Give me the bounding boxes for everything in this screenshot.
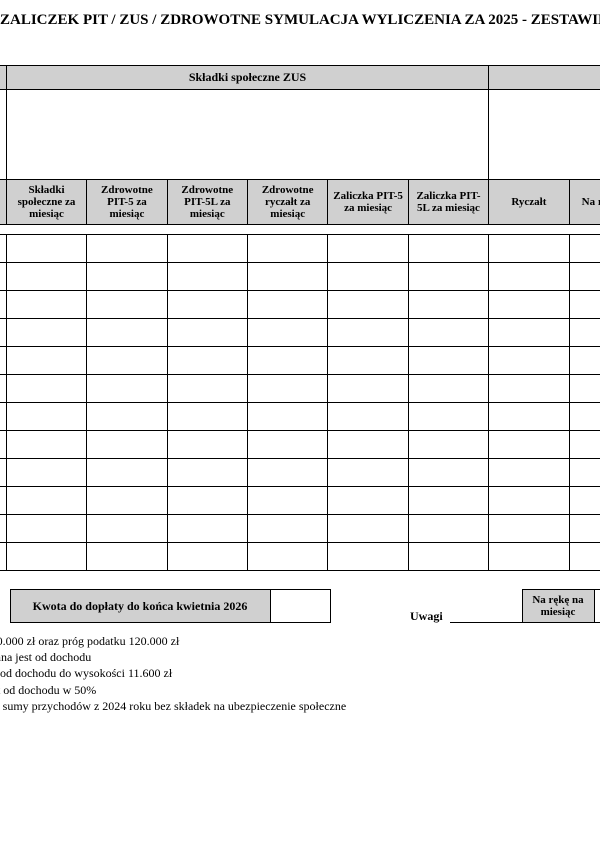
na-reke-label: Na rękę na miesiąc <box>522 590 594 623</box>
main-table: ne Składki społeczne ZUS Składki społecz… <box>0 65 600 571</box>
group-header-blank <box>489 66 600 90</box>
table-row <box>0 319 600 347</box>
kwota-doplaty-label: Kwota do dopłaty do końca kwietnia 2026 <box>10 590 270 623</box>
footer-row-container: Kwota do dopłaty do końca kwietnia 2026 … <box>0 589 600 623</box>
table-row <box>0 235 600 263</box>
col-skladki: Składki społeczne za miesiąc <box>6 180 86 225</box>
col-ryczalt: Ryczałt <box>489 180 569 225</box>
page-title: ZALICZEK PIT / ZUS / ZDROWOTNE SYMULACJA… <box>0 0 600 35</box>
note-line: iczana jest od dochodu w 50% <box>0 682 600 698</box>
table-row <box>0 431 600 459</box>
footer-gap <box>450 590 522 623</box>
thin-spacer <box>0 225 600 235</box>
table-row <box>0 347 600 375</box>
note-line: ną według sumy przychodów z 2024 roku be… <box>0 698 600 714</box>
col-zdrowotne-pit5: Zdrowotne PIT-5 za miesiąc <box>87 180 167 225</box>
notes-block: ę wolną 30.000 zł oraz próg podatku 120.… <box>0 633 600 714</box>
col-zdrowotne-pit5l: Zdrowotne PIT-5L za miesiąc <box>167 180 247 225</box>
na-reke-value <box>594 590 600 623</box>
table-row <box>0 459 600 487</box>
note-line: est odliczana jest od dochodu <box>0 649 600 665</box>
note-line: czana jest od dochodu do wysokości 11.60… <box>0 665 600 681</box>
table-row <box>0 487 600 515</box>
table-row <box>0 263 600 291</box>
note-line: ę wolną 30.000 zł oraz próg podatku 120.… <box>0 633 600 649</box>
table-row <box>0 515 600 543</box>
table-row <box>0 543 600 571</box>
col-zdrowotne-ryczalt: Zdrowotne ryczałt za miesiąc <box>248 180 328 225</box>
group-header-row: ne Składki społeczne ZUS <box>0 66 600 90</box>
table-row <box>0 403 600 431</box>
group-header-zus: Składki społeczne ZUS <box>6 66 488 90</box>
col-zaliczka-pit5l: Zaliczka PIT-5L za miesiąc <box>408 180 488 225</box>
table-row <box>0 291 600 319</box>
kwota-doplaty-value <box>270 590 330 623</box>
footer-table: Kwota do dopłaty do końca kwietnia 2026 … <box>0 589 600 623</box>
table-row <box>0 375 600 403</box>
spacer-row <box>0 90 600 180</box>
col-na-reke-pit5: Na rę PIT-5 <box>569 180 600 225</box>
col-zaliczka-pit5: Zaliczka PIT-5 za miesiąc <box>328 180 408 225</box>
uwagi-label: Uwagi <box>410 609 443 624</box>
column-header-row: Składki społeczne za miesiąc Zdrowotne P… <box>0 180 600 225</box>
